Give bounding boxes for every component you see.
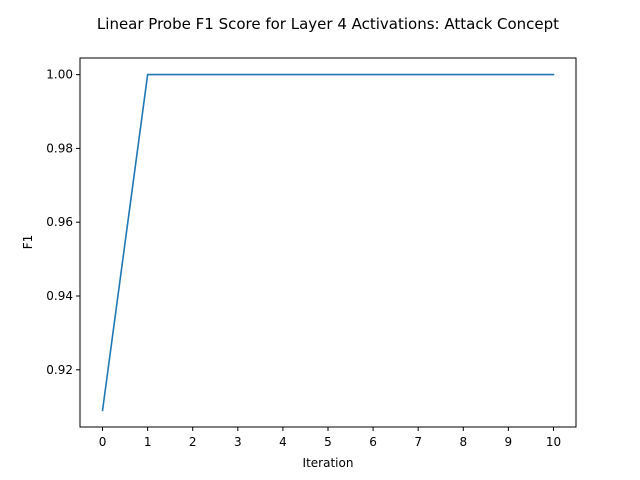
- x-tick-label: 6: [369, 435, 377, 449]
- x-tick-label: 5: [324, 435, 332, 449]
- x-tick-label: 0: [99, 435, 107, 449]
- x-tick-label: 9: [505, 435, 513, 449]
- x-tick-label: 10: [546, 435, 561, 449]
- x-tick-label: 1: [144, 435, 152, 449]
- plot-area: [80, 58, 576, 427]
- x-tick-label: 8: [459, 435, 467, 449]
- y-tick-label: 1.00: [46, 68, 73, 82]
- y-tick-label: 0.98: [46, 141, 73, 155]
- x-tick-label: 2: [189, 435, 197, 449]
- x-axis-ticks: 0 1 2 3 4 5 6 7 8 9 10: [99, 427, 561, 449]
- y-axis-label: F1: [21, 235, 35, 250]
- x-tick-label: 3: [234, 435, 242, 449]
- x-axis-label: Iteration: [303, 456, 354, 470]
- series-layer: [101, 73, 555, 412]
- y-tick-label: 0.96: [46, 215, 73, 229]
- chart-title: Linear Probe F1 Score for Layer 4 Activa…: [97, 15, 559, 33]
- y-tick-label: 0.94: [46, 289, 73, 303]
- y-axis-ticks: 0.92 0.94 0.96 0.98 1.00: [46, 68, 80, 377]
- f1-series-line: [101, 73, 555, 412]
- y-tick-label: 0.92: [46, 363, 73, 377]
- plot-frame: [79, 57, 577, 428]
- x-tick-label: 4: [279, 435, 287, 449]
- x-tick-label: 7: [414, 435, 422, 449]
